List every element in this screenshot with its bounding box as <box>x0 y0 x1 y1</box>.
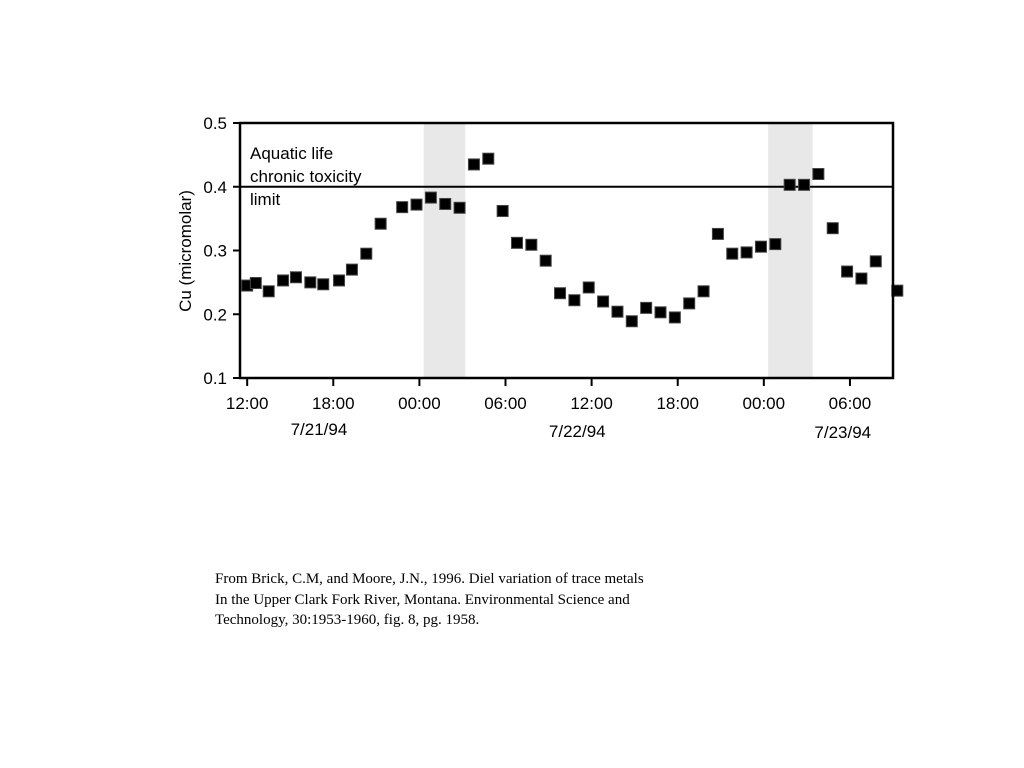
data-point <box>396 201 409 214</box>
data-point <box>249 277 262 290</box>
data-point <box>345 263 358 276</box>
data-point <box>754 240 767 253</box>
x-tick-label: 12:00 <box>570 394 613 413</box>
annotation-line: limit <box>250 190 280 209</box>
data-point <box>568 294 581 307</box>
x-axis: 12:00 18:00 00:00 06:00 12:00 18:00 00:00 06:00 <box>226 378 871 413</box>
y-tick-label: 0.4 <box>203 178 227 197</box>
data-point <box>289 271 302 284</box>
data-point <box>496 204 509 217</box>
y-axis-title: Cu (micromolar) <box>176 190 195 312</box>
citation-line: Technology, 30:1953-1960, fig. 8, pg. 19… <box>215 612 480 628</box>
data-point <box>453 201 466 214</box>
data-point <box>869 255 882 268</box>
data-point <box>683 297 696 310</box>
data-point <box>439 197 452 210</box>
x-tick-label: 00:00 <box>743 394 786 413</box>
x-tick-label: 18:00 <box>312 394 355 413</box>
data-point <box>654 306 667 319</box>
data-point <box>360 247 373 260</box>
data-point <box>812 168 825 180</box>
x-tick-label: 06:00 <box>829 394 872 413</box>
y-tick-label: 0.2 <box>203 305 227 324</box>
data-point <box>855 272 868 285</box>
date-labels: 7/21/94 7/22/94 7/23/94 <box>291 420 872 442</box>
shaded-bands <box>423 123 813 378</box>
night-shading-band <box>768 123 813 378</box>
data-point <box>277 274 290 287</box>
data-point <box>798 178 811 191</box>
data-point <box>841 265 854 278</box>
data-point <box>467 158 480 171</box>
data-point <box>410 198 423 211</box>
x-tick-label: 18:00 <box>656 394 699 413</box>
data-point <box>424 191 437 204</box>
data-point <box>640 301 653 314</box>
annotation-line: chronic toxicity <box>250 167 362 186</box>
data-point <box>726 247 739 260</box>
data-point <box>668 311 681 324</box>
night-shading-band <box>423 123 466 378</box>
data-point <box>697 285 710 298</box>
data-point <box>826 222 839 235</box>
data-point <box>554 287 567 300</box>
date-label: 7/21/94 <box>291 420 348 439</box>
toxicity-limit-annotation: Aquatic life chronic toxicity limit <box>250 144 362 209</box>
data-point <box>262 285 275 298</box>
data-point <box>611 305 624 318</box>
data-point <box>317 278 330 291</box>
date-label: 7/23/94 <box>814 423 871 442</box>
y-tick-label: 0.5 <box>203 114 227 133</box>
data-point <box>582 281 595 294</box>
citation: From Brick, C.M, and Moore, J.N., 1996. … <box>215 569 775 631</box>
data-point <box>769 238 782 251</box>
data-point <box>711 227 724 240</box>
data-point <box>625 315 638 328</box>
data-points <box>241 152 904 328</box>
citation-line: From Brick, C.M, and Moore, J.N., 1996. … <box>215 571 644 587</box>
y-axis: 0.1 0.2 0.3 0.4 0.5 <box>203 114 240 388</box>
data-point <box>510 236 523 249</box>
data-point <box>374 217 387 230</box>
date-label: 7/22/94 <box>549 422 606 441</box>
data-point <box>783 178 796 191</box>
y-tick-label: 0.1 <box>203 369 227 388</box>
data-point <box>333 274 346 287</box>
data-point <box>740 246 753 259</box>
data-point <box>304 276 317 289</box>
x-tick-label: 00:00 <box>398 394 441 413</box>
annotation-line: Aquatic life <box>250 144 333 163</box>
y-tick-label: 0.3 <box>203 242 227 261</box>
x-tick-label: 12:00 <box>226 394 269 413</box>
citation-line: In the Upper Clark Fork River, Montana. … <box>215 591 630 608</box>
data-point <box>525 238 538 251</box>
data-point <box>482 152 495 165</box>
data-point <box>597 295 610 308</box>
x-tick-label: 06:00 <box>484 394 527 413</box>
data-point <box>539 254 552 267</box>
